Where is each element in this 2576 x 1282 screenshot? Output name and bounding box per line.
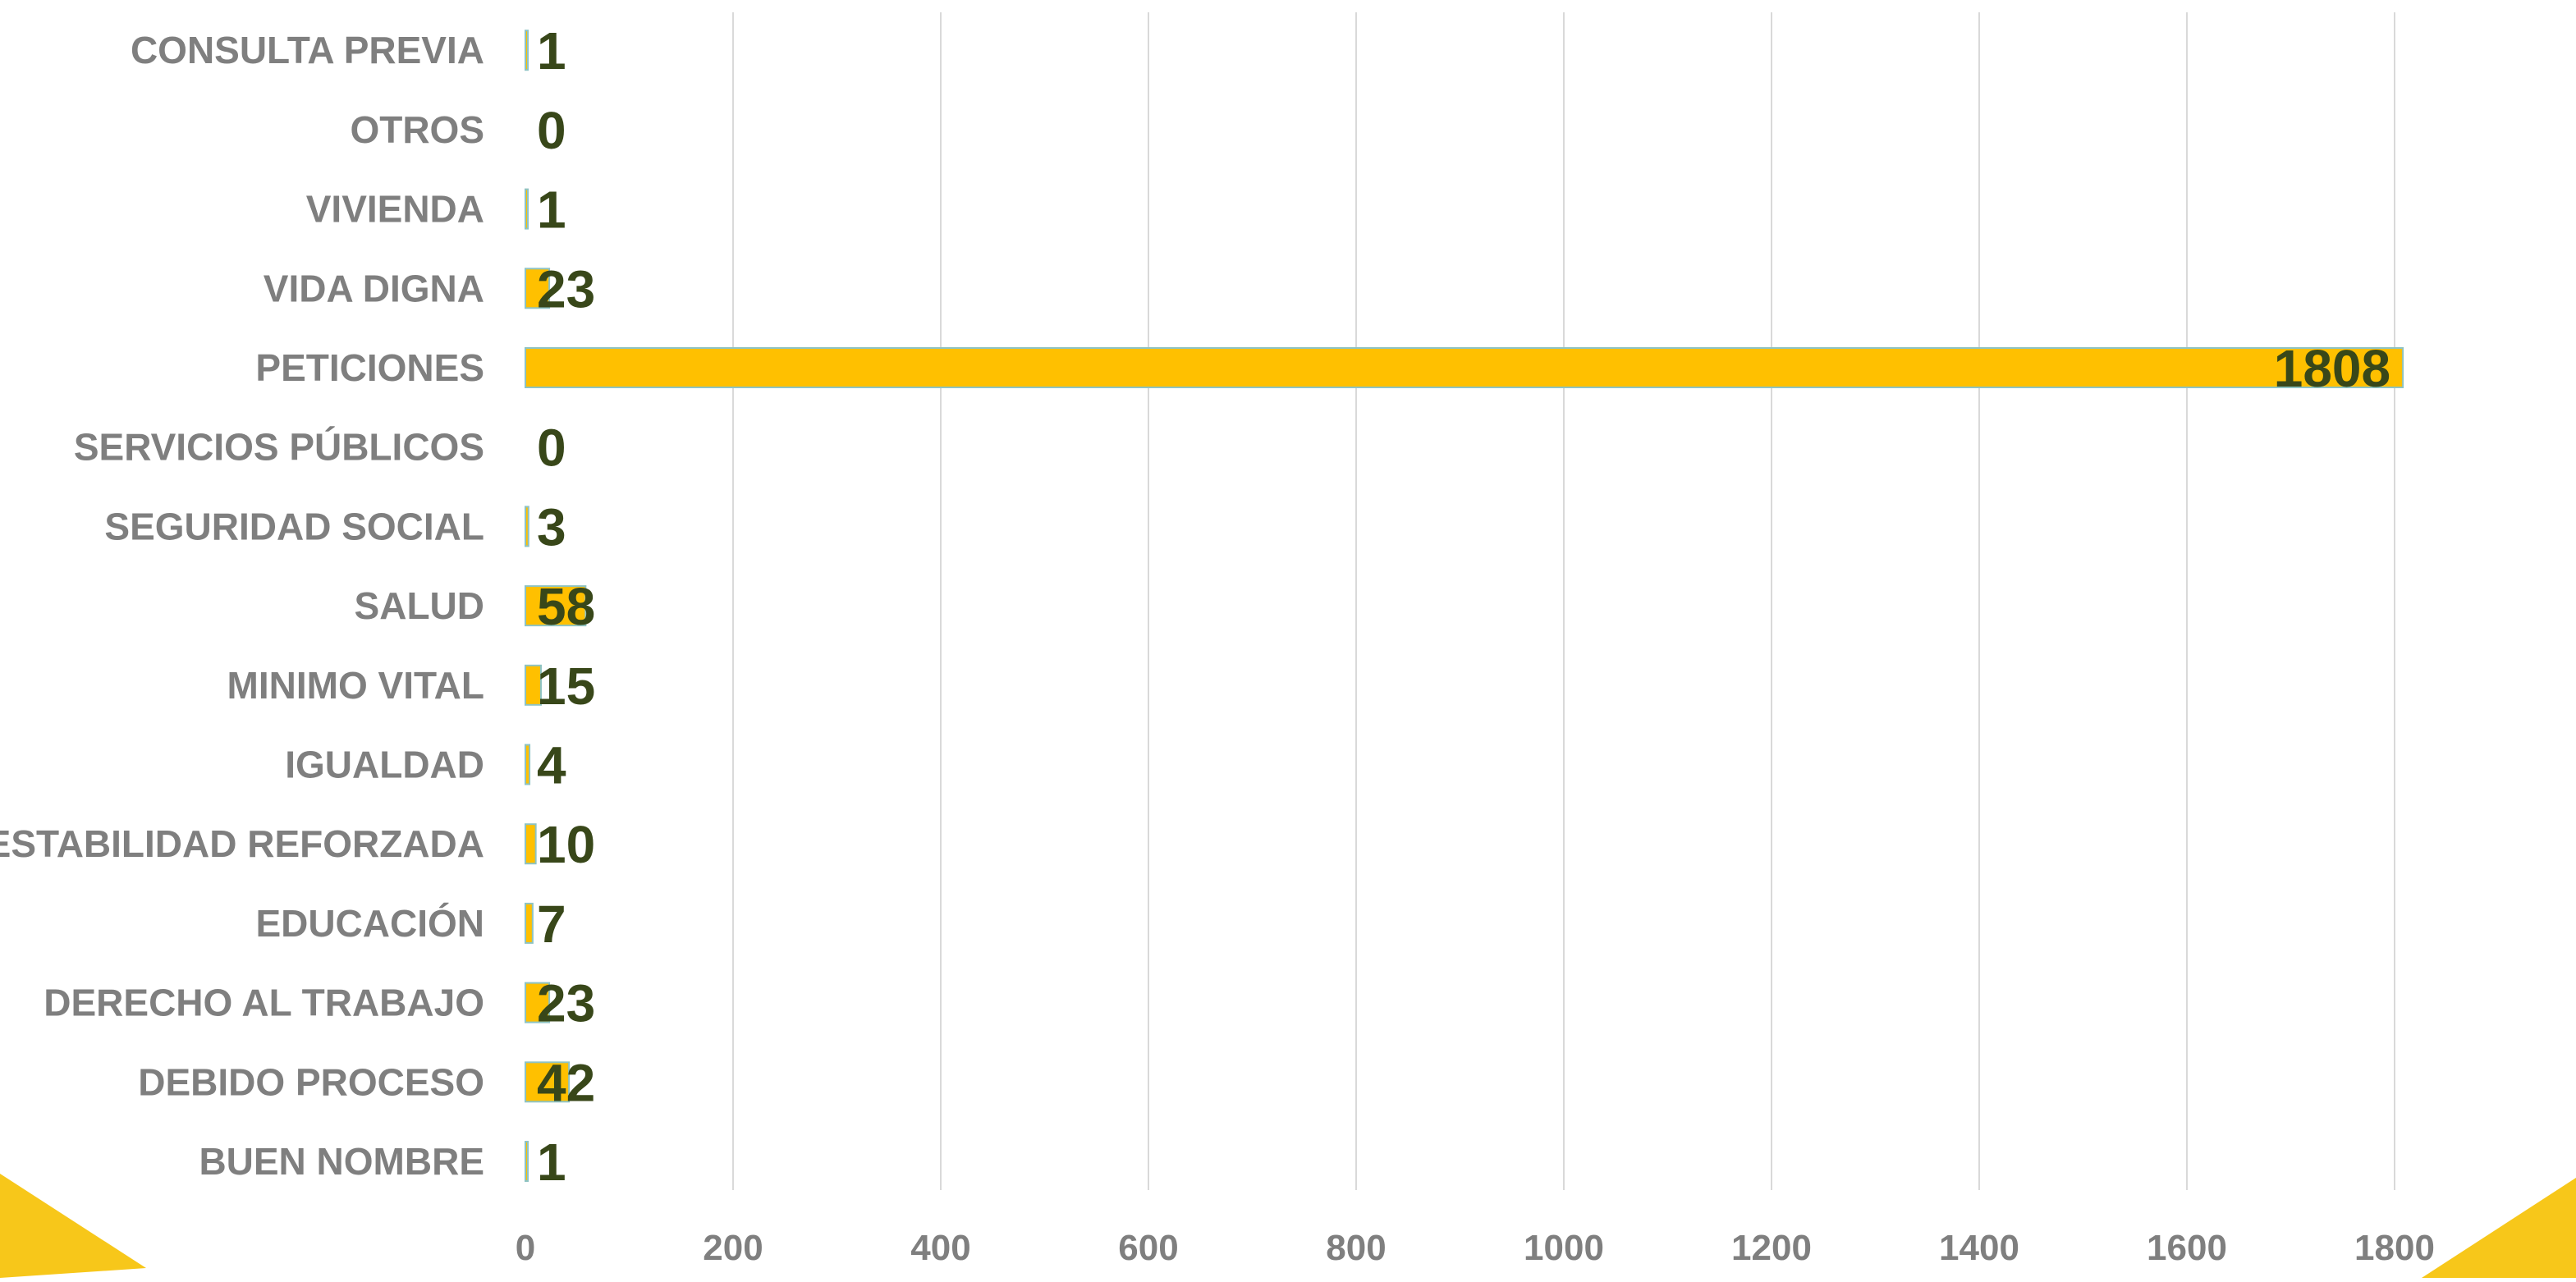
bars (525, 30, 2404, 1182)
data-label: 58 (537, 577, 595, 636)
x-tick-label: 200 (703, 1228, 763, 1268)
data-label: 0 (537, 419, 566, 478)
data-label: 10 (537, 815, 595, 874)
corner-triangle-left (0, 1174, 146, 1278)
bar (525, 902, 534, 944)
category-label: SERVICIOS PÚBLICOS (74, 426, 484, 469)
category-label: CONSULTA PREVIA (131, 29, 484, 71)
x-tick-label: 0 (516, 1228, 535, 1268)
bar (525, 664, 542, 706)
data-label: 0 (537, 101, 566, 160)
x-tick-label: 1600 (2147, 1228, 2227, 1268)
category-label: SEGURIDAD SOCIAL (104, 505, 484, 547)
bar (525, 982, 551, 1023)
bar (525, 1061, 571, 1103)
category-label: VIDA DIGNA (264, 267, 484, 309)
bar (525, 506, 529, 547)
category-label: DERECHO AL TRABAJO (44, 982, 484, 1024)
category-label: DEBIDO PROCESO (138, 1060, 484, 1103)
category-label: OTROS (350, 108, 484, 151)
category-label: ESTABILIDAD REFORZADA (0, 822, 484, 865)
x-tick-label: 600 (1118, 1228, 1178, 1268)
x-axis-tick-labels: 0200400600800100012001400160018002 (516, 1228, 2572, 1268)
x-tick-label: 1400 (1939, 1228, 2019, 1268)
bar (525, 347, 2404, 388)
data-label: 42 (537, 1053, 595, 1112)
category-label: BUEN NOMBRE (199, 1140, 484, 1183)
x-tick-label: 1000 (1524, 1228, 1604, 1268)
data-label: 4 (537, 736, 566, 795)
category-label: EDUCACIÓN (255, 902, 484, 945)
x-tick-label: 400 (910, 1228, 970, 1268)
corner-triangle-right (2422, 1178, 2576, 1278)
bar (525, 823, 537, 865)
bar (525, 1141, 529, 1182)
x-tick-label: 800 (1326, 1228, 1386, 1268)
bar (525, 744, 531, 785)
bar (525, 188, 529, 230)
category-label: IGUALDAD (285, 744, 484, 786)
x-tick-label: 1800 (2354, 1228, 2435, 1268)
gridlines (732, 12, 2395, 1190)
data-label: 23 (537, 259, 595, 318)
bar (525, 268, 551, 309)
data-label: 1 (537, 181, 566, 240)
data-label: 1 (537, 1133, 566, 1192)
data-label: 1 (537, 21, 566, 80)
corner-decorations (0, 1174, 2576, 1278)
data-label: 15 (537, 657, 595, 716)
category-label: PETICIONES (255, 346, 484, 389)
data-label: 3 (537, 497, 566, 556)
x-tick-label: 1200 (1731, 1228, 1812, 1268)
data-label: 1808 (2274, 339, 2390, 398)
data-label: 7 (537, 895, 566, 954)
bar (525, 585, 587, 627)
category-label: SALUD (355, 584, 484, 627)
bar (525, 30, 529, 71)
category-labels: BUEN NOMBRE DEBIDO PROCESO DERECHO AL TRAB… (0, 29, 484, 1183)
data-label: 23 (537, 974, 595, 1033)
category-label: VIVIENDA (306, 188, 484, 231)
category-label: MINIMO VITAL (227, 664, 484, 707)
